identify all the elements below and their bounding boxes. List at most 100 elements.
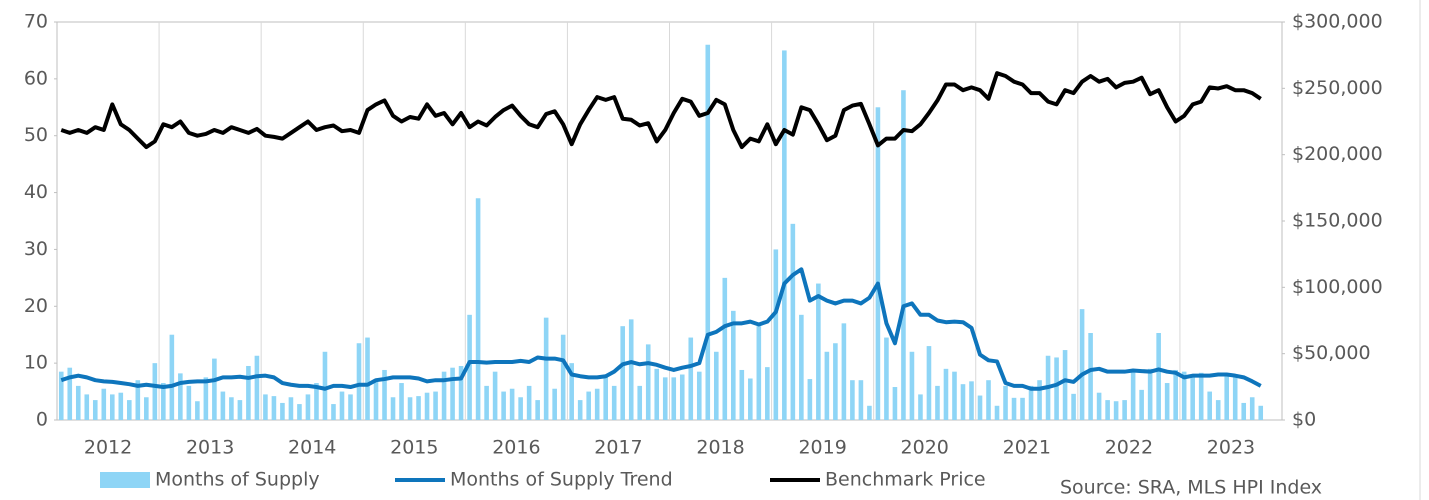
bar bbox=[135, 380, 141, 420]
bar bbox=[416, 396, 421, 420]
bar bbox=[969, 381, 974, 420]
y-tick-label: 60 bbox=[24, 67, 48, 89]
bar bbox=[254, 355, 260, 420]
bar bbox=[220, 391, 226, 420]
bar bbox=[918, 394, 923, 420]
bar bbox=[1037, 380, 1042, 420]
bar bbox=[892, 387, 898, 420]
bar bbox=[458, 365, 464, 420]
bar bbox=[246, 365, 251, 420]
bar bbox=[1071, 393, 1076, 420]
bar bbox=[509, 388, 515, 420]
bar bbox=[884, 337, 889, 420]
x-tick-label: 2018 bbox=[696, 437, 744, 459]
bar bbox=[1190, 377, 1195, 420]
bar bbox=[1020, 397, 1025, 420]
bar bbox=[1224, 375, 1230, 420]
bar bbox=[1130, 371, 1136, 420]
bar bbox=[348, 394, 353, 420]
y-tick-label: 20 bbox=[24, 295, 48, 317]
bar bbox=[178, 373, 183, 420]
bar bbox=[501, 391, 506, 420]
bar bbox=[399, 383, 404, 420]
bar bbox=[484, 385, 489, 420]
y-tick-label: 0 bbox=[36, 409, 48, 431]
bar bbox=[841, 323, 847, 420]
bar bbox=[212, 358, 217, 420]
x-tick-label: 2015 bbox=[390, 437, 438, 459]
bar bbox=[722, 277, 728, 420]
bar bbox=[637, 385, 643, 420]
bar bbox=[441, 371, 447, 420]
x-tick-label: 2021 bbox=[1003, 437, 1051, 459]
bar bbox=[611, 385, 617, 420]
bar bbox=[450, 367, 455, 420]
bar bbox=[1232, 377, 1238, 420]
bar bbox=[679, 374, 685, 420]
bar bbox=[186, 385, 192, 420]
bar bbox=[875, 107, 881, 421]
bar bbox=[339, 391, 345, 420]
bar bbox=[263, 394, 268, 420]
x-tick-label: 2012 bbox=[84, 437, 132, 459]
bar bbox=[739, 369, 745, 420]
legend-label: Benchmark Price bbox=[825, 469, 986, 491]
y2-tick-label: $0 bbox=[1292, 409, 1316, 431]
y-tick-label: 30 bbox=[24, 238, 48, 260]
bar bbox=[424, 392, 430, 420]
bar bbox=[1105, 400, 1110, 420]
bar bbox=[1088, 333, 1093, 420]
line bbox=[60, 71, 1262, 150]
bar bbox=[407, 397, 413, 420]
x-tick-label: 2023 bbox=[1207, 437, 1255, 459]
bar bbox=[1181, 371, 1187, 420]
bar bbox=[67, 367, 73, 420]
bar bbox=[1173, 369, 1178, 420]
bar bbox=[671, 377, 677, 420]
bar bbox=[365, 337, 370, 420]
bar bbox=[322, 351, 328, 420]
bar bbox=[569, 363, 574, 420]
legend-label: Months of Supply bbox=[155, 469, 320, 491]
bar bbox=[161, 383, 166, 420]
bar bbox=[526, 385, 532, 420]
bar bbox=[577, 400, 583, 420]
bar bbox=[75, 385, 81, 420]
bar bbox=[824, 351, 830, 420]
bar bbox=[603, 374, 608, 420]
y2-tick-label: $250,000 bbox=[1292, 77, 1383, 99]
bar bbox=[1054, 357, 1059, 420]
bar bbox=[237, 400, 243, 420]
bar bbox=[229, 397, 234, 420]
bar bbox=[620, 326, 626, 420]
bar bbox=[1207, 391, 1212, 420]
bar bbox=[748, 378, 753, 420]
bar bbox=[1156, 333, 1161, 420]
y2-tick-label: $100,000 bbox=[1292, 276, 1383, 298]
x-tick-label: 2019 bbox=[798, 437, 846, 459]
bar bbox=[960, 384, 966, 420]
bar bbox=[118, 392, 124, 420]
bar bbox=[144, 397, 149, 420]
bar bbox=[356, 343, 362, 420]
bar bbox=[645, 344, 651, 420]
bar bbox=[305, 394, 311, 420]
bar bbox=[765, 367, 770, 420]
bar bbox=[901, 90, 906, 420]
bar bbox=[58, 371, 64, 420]
bar bbox=[203, 377, 209, 420]
bar bbox=[535, 400, 540, 420]
bar bbox=[782, 50, 787, 421]
bar bbox=[271, 396, 277, 420]
bar bbox=[1147, 368, 1153, 420]
bar bbox=[109, 394, 115, 420]
y2-tick-label: $150,000 bbox=[1292, 210, 1383, 232]
bar bbox=[1139, 389, 1144, 420]
bar bbox=[594, 388, 600, 420]
bar bbox=[314, 383, 319, 420]
bar bbox=[1113, 401, 1119, 420]
y-tick-label: 70 bbox=[24, 11, 48, 33]
bar bbox=[433, 391, 438, 420]
bar bbox=[373, 380, 379, 420]
bar bbox=[943, 368, 949, 420]
